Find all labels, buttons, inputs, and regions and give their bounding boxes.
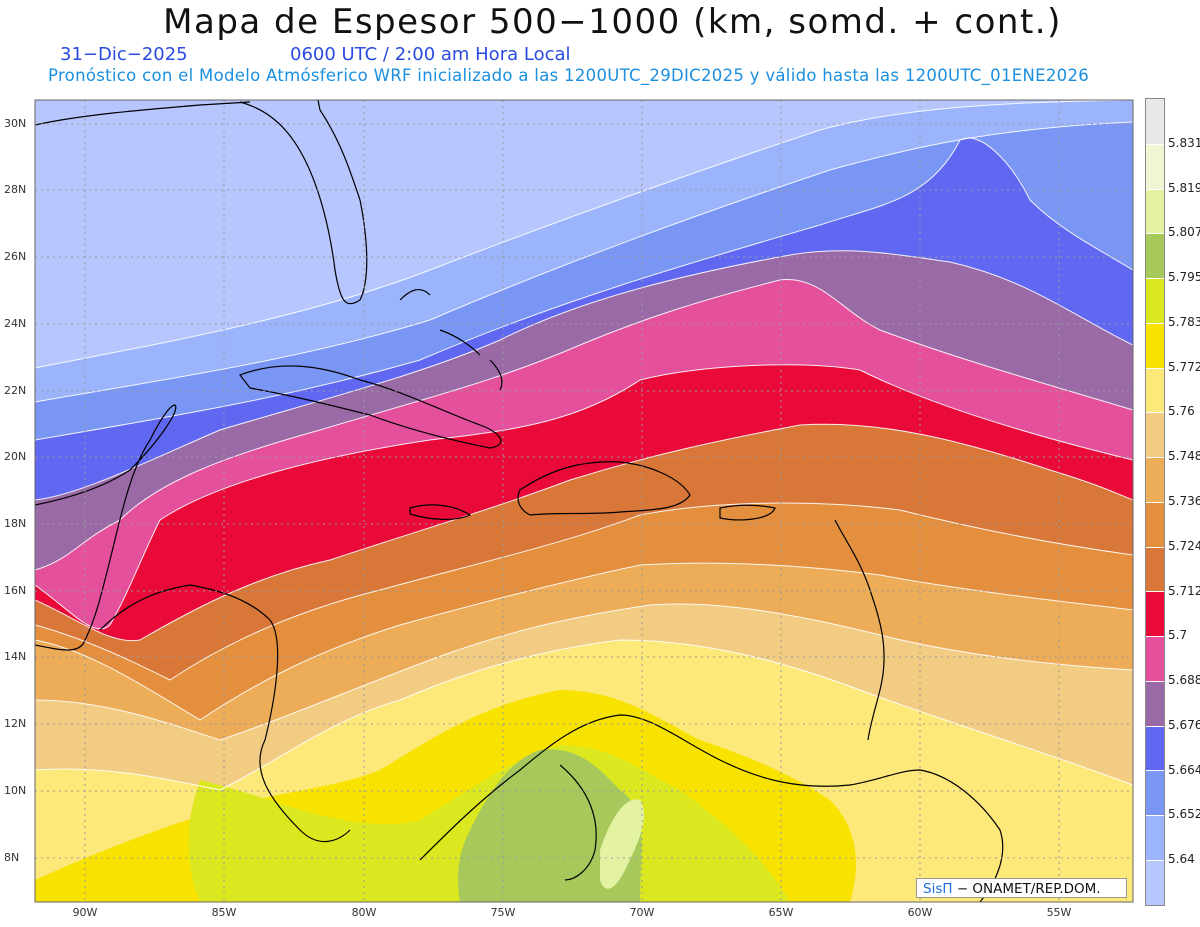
- color-bar-swatch: [1146, 188, 1164, 234]
- south-america-coast: [419, 714, 1004, 902]
- color-bar-label: 5.724: [1168, 538, 1200, 553]
- color-bar-label: 5.748: [1168, 449, 1200, 464]
- lat-label-18n: 18N: [4, 517, 27, 530]
- color-bar-label: 5.76: [1168, 404, 1195, 419]
- lon-label-70w: 70W: [629, 906, 655, 919]
- color-bar-swatch: [1146, 725, 1164, 771]
- color-bar-swatch: [1146, 770, 1164, 816]
- color-bar-label: 5.819: [1168, 180, 1200, 195]
- color-bar-swatch: [1146, 591, 1164, 637]
- lat-label-26n: 26N: [4, 250, 27, 263]
- credit-text: − ONAMET/REP.DOM.: [956, 881, 1101, 897]
- lat-label-20n: 20N: [4, 450, 27, 463]
- color-bar-label: 5.736: [1168, 494, 1200, 508]
- puerto-rico-coast: [719, 504, 776, 521]
- jamaica-coast: [409, 504, 472, 520]
- credit-box: SisΠ − ONAMET/REP.DOM.: [916, 878, 1127, 898]
- color-bar-label: 5.664: [1168, 762, 1200, 777]
- central-america-coast: [35, 404, 351, 843]
- lon-label-80w: 80W: [351, 906, 377, 919]
- lat-label-28n: 28N: [4, 183, 27, 196]
- color-bar-swatch: [1146, 278, 1164, 323]
- color-bar-label: 5.7: [1168, 628, 1188, 643]
- lon-label-75w: 75W: [490, 906, 516, 919]
- lat-label-22n: 22N: [4, 384, 27, 397]
- lat-label-14n: 14N: [4, 650, 27, 663]
- hispaniola-coast: [517, 461, 691, 516]
- color-bar-swatch: [1146, 546, 1164, 592]
- color-bar-label: 5.783: [1168, 314, 1200, 329]
- bahamas-coast: [399, 288, 503, 391]
- color-bar-label: 5.807: [1168, 225, 1200, 240]
- color-bar-label: 5.772: [1168, 359, 1200, 374]
- color-bar-swatch: [1146, 815, 1164, 861]
- color-bar-swatch: [1146, 636, 1164, 681]
- color-bar-label: 5.712: [1168, 583, 1200, 598]
- sis-logo-text: SisΠ: [923, 881, 953, 897]
- color-bar-swatch: [1146, 860, 1164, 905]
- color-bar-label: 5.688: [1168, 673, 1200, 688]
- color-bar-label: 5.676: [1168, 717, 1200, 732]
- color-bar-swatch: [1146, 143, 1164, 189]
- map-title: Mapa de Espesor 500−1000 (km, somd. + co…: [163, 2, 1062, 42]
- color-bar-label: 5.795: [1168, 270, 1200, 285]
- forecast-description: Pronóstico con el Modelo Atmósferico WRF…: [48, 66, 1090, 85]
- valid-date: 31−Dic−2025: [60, 44, 188, 65]
- lat-label-8n: 8N: [4, 851, 20, 864]
- lon-label-60w: 60W: [907, 906, 933, 919]
- color-bar-label: 5.831: [1168, 135, 1200, 150]
- band-5819: [600, 799, 645, 889]
- lat-label-10n: 10N: [4, 784, 27, 797]
- thickness-map: [34, 99, 1134, 903]
- lat-label-16n: 16N: [4, 584, 27, 597]
- lon-label-55w: 55W: [1046, 906, 1072, 919]
- color-bar-swatch: [1146, 680, 1164, 726]
- band-5807: [458, 749, 642, 902]
- color-bar-label: 5.652: [1168, 807, 1200, 822]
- color-bar-swatch: [1146, 233, 1164, 279]
- color-bar-swatch: [1146, 457, 1164, 502]
- color-bar-swatch: [1146, 367, 1164, 413]
- color-bar-swatch: [1146, 412, 1164, 458]
- color-bar-swatch: [1146, 501, 1164, 547]
- lon-label-90w: 90W: [72, 906, 98, 919]
- lat-label-24n: 24N: [4, 317, 27, 330]
- valid-time: 0600 UTC / 2:00 am Hora Local: [290, 44, 571, 65]
- color-bar-swatch: [1146, 322, 1164, 368]
- florida-coast: [35, 100, 368, 305]
- lesser-antilles: [834, 519, 885, 741]
- cuba-coast: [239, 365, 502, 449]
- lat-label-12n: 12N: [4, 717, 27, 730]
- color-bar-swatch: [1146, 99, 1164, 144]
- lat-label-30n: 30N: [4, 117, 27, 130]
- color-bar-label: 5.64: [1168, 852, 1195, 867]
- lon-label-65w: 65W: [768, 906, 794, 919]
- lon-label-85w: 85W: [211, 906, 237, 919]
- color-bar: [1145, 98, 1165, 906]
